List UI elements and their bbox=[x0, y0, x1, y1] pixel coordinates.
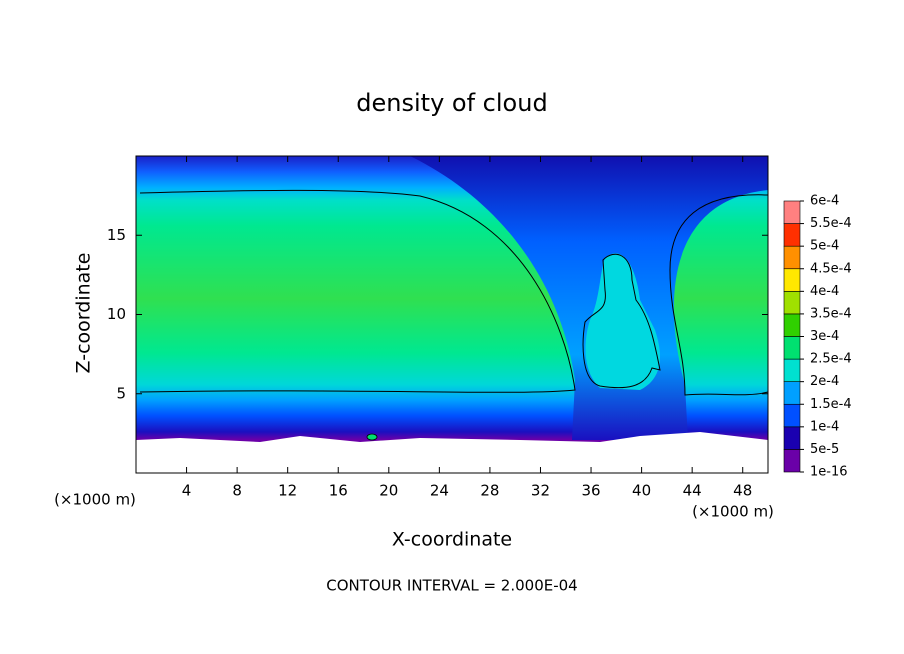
colorbar-swatch bbox=[783, 381, 801, 405]
x-tick-label: 8 bbox=[232, 482, 242, 500]
colorbar-label: 3e-4 bbox=[810, 329, 839, 344]
x-tick-label: 4 bbox=[182, 482, 192, 500]
colorbar-label: 3.5e-4 bbox=[810, 306, 852, 321]
y-axis-label: Z-coordinate bbox=[73, 253, 95, 374]
x-tick-label: 16 bbox=[329, 482, 348, 500]
colorbar-swatch bbox=[783, 403, 801, 428]
colorbar-label: 4.5e-4 bbox=[810, 261, 852, 276]
field bbox=[136, 156, 769, 473]
colorbar-label: 6e-4 bbox=[810, 194, 839, 209]
colorbar-swatch bbox=[783, 268, 801, 292]
colorbar-label: 5e-5 bbox=[810, 442, 839, 457]
x-tick-label: 20 bbox=[379, 482, 398, 500]
y-tick-label: 10 bbox=[107, 305, 126, 323]
x-tick-label: 24 bbox=[430, 482, 449, 500]
x-tick-label: 28 bbox=[480, 482, 499, 500]
y-tick-label: 5 bbox=[116, 384, 126, 402]
colorbar-swatch bbox=[783, 358, 801, 382]
colorbar-label: 2e-4 bbox=[810, 374, 839, 389]
colorbar-label: 5e-4 bbox=[810, 239, 839, 254]
colorbar-swatch bbox=[783, 245, 801, 270]
x-axis-label: X-coordinate bbox=[392, 529, 512, 551]
colorbar-swatch bbox=[783, 200, 801, 224]
x-unit-label: (×1000 m) bbox=[692, 503, 774, 521]
x-tick-label: 32 bbox=[531, 482, 550, 500]
x-unit-label: (×1000 m) bbox=[54, 491, 136, 509]
colorbar-label: 1e-4 bbox=[810, 419, 839, 434]
x-tick-label: 12 bbox=[278, 482, 297, 500]
colorbar-swatch bbox=[783, 313, 801, 337]
colorbar-swatch bbox=[783, 223, 801, 247]
colorbar-swatch bbox=[783, 336, 801, 360]
x-tick-label: 44 bbox=[683, 482, 702, 500]
y-tick-label: 15 bbox=[107, 226, 126, 244]
x-tick-label: 48 bbox=[733, 482, 752, 500]
colorbar-label: 5.5e-4 bbox=[810, 216, 852, 231]
colorbar-label: 4e-4 bbox=[810, 284, 839, 299]
colorbar-label: 1.5e-4 bbox=[810, 397, 852, 412]
colorbar-label: 2.5e-4 bbox=[810, 352, 852, 367]
colorbar-swatch bbox=[783, 426, 801, 450]
colorbar-swatch bbox=[783, 449, 801, 473]
colorbar-label: 1e-16 bbox=[810, 465, 848, 480]
x-tick-label: 36 bbox=[581, 482, 600, 500]
x-tick-label: 40 bbox=[632, 482, 651, 500]
annotation: CONTOUR INTERVAL = 2.000E-04 bbox=[326, 577, 577, 595]
colorbar-swatch bbox=[783, 291, 801, 315]
chart-title: density of cloud bbox=[356, 89, 547, 117]
